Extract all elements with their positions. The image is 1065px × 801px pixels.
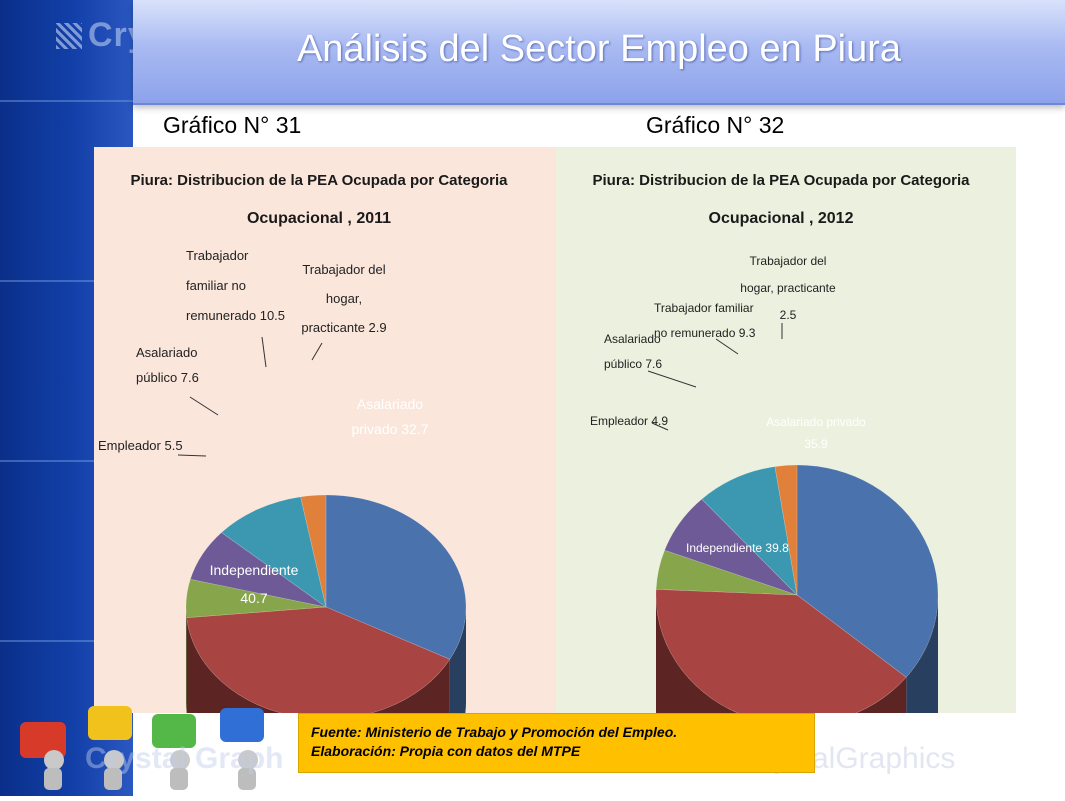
chart-panel-2012: Piura: Distribucion de la PEA Ocupada po…: [556, 147, 1016, 713]
chart-title: Piura: Distribucion de la PEA Ocupada po…: [130, 172, 508, 189]
data-label-0: Asalariado privado 32.7: [351, 396, 428, 437]
figure-green: [152, 714, 196, 790]
slide-title: Análisis del Sector Empleo en Piura: [296, 28, 902, 70]
pie-side-0: [906, 595, 938, 713]
pie-slice-3: [189, 532, 327, 608]
pie-side-0: [449, 607, 466, 713]
leader-line-3: [647, 370, 697, 388]
brand-watermark-bottom-left: Crystal Graph: [85, 742, 284, 775]
pie-slice-2: [655, 549, 798, 596]
leader-line-2: [651, 422, 669, 431]
chart-title: Ocupacional , 2012: [709, 210, 854, 227]
data-label-2: Empleador 4.9: [590, 414, 668, 428]
pie-side-2: [186, 607, 187, 713]
pie-slice-1: [186, 606, 451, 713]
leader-line-4: [261, 336, 267, 368]
leader-line-2: [177, 454, 207, 457]
pie-slice-4: [221, 496, 327, 608]
data-label-2: Empleador 5.5: [98, 438, 183, 453]
pie-slice-5: [774, 464, 798, 596]
figure-red: [20, 722, 66, 790]
pie-chart-2012: Piura: Distribucion de la PEA Ocupada po…: [556, 147, 1016, 713]
data-label-3: Asalariado público 7.6: [604, 332, 662, 371]
chart-title: Piura: Distribucion de la PEA Ocupada po…: [592, 172, 970, 189]
pie-side: [656, 595, 938, 713]
pie-side-1: [656, 595, 907, 713]
title-banner: Análisis del Sector Empleo en Piura: [133, 0, 1065, 105]
data-label-1: Independiente 39.8: [686, 541, 789, 555]
source-line: Fuente: Ministerio de Trabajo y Promoció…: [311, 724, 678, 740]
pie-slice-2: [185, 578, 327, 619]
data-label-0: Asalariado privado 35.9: [766, 415, 866, 451]
pie-top: [185, 494, 467, 713]
leader-line-4: [715, 338, 739, 355]
brand-mark-icon: [56, 23, 82, 49]
chart-label-31: Gráfico N° 31: [163, 112, 302, 138]
pie-chart-2011: Piura: Distribucion de la PEA Ocupada po…: [94, 147, 556, 713]
pie-slice-0: [325, 494, 467, 660]
data-label-5: Trabajador del hogar, practicante 2.9: [301, 262, 386, 335]
pie-side-1: [186, 617, 450, 713]
data-label-5: Trabajador del hogar, practicante 2.5: [740, 254, 836, 322]
chart-label-32: Gráfico N° 32: [646, 112, 785, 138]
leader-line-3: [189, 396, 219, 416]
chart-panel-2011: Piura: Distribucion de la PEA Ocupada po…: [94, 147, 556, 713]
data-label-1: Independiente 40.7: [210, 562, 299, 606]
pie-side: [186, 607, 466, 713]
pie-slice-5: [300, 494, 327, 608]
elaboration-line: Elaboración: Propia con datos del MTPE: [311, 743, 581, 759]
source-note: Fuente: Ministerio de Trabajo y Promoció…: [298, 713, 815, 773]
pie-top: [655, 464, 939, 713]
pie-slice-4: [701, 466, 798, 596]
data-label-4: Trabajador familiar no remunerado 9.3: [654, 301, 756, 340]
pie-slice-0: [796, 464, 939, 678]
data-label-4: Trabajador familiar no remunerado 10.5: [186, 248, 285, 323]
pie-slice-1: [655, 588, 907, 713]
pie-slice-3: [664, 498, 798, 596]
chart-title: Ocupacional , 2011: [247, 210, 391, 227]
figure-yellow: [88, 706, 132, 790]
data-label-3: Asalariado público 7.6: [136, 345, 199, 385]
leader-line-5: [311, 342, 323, 361]
figure-blue: [220, 708, 264, 790]
people-puzzle-figures: [14, 700, 299, 801]
